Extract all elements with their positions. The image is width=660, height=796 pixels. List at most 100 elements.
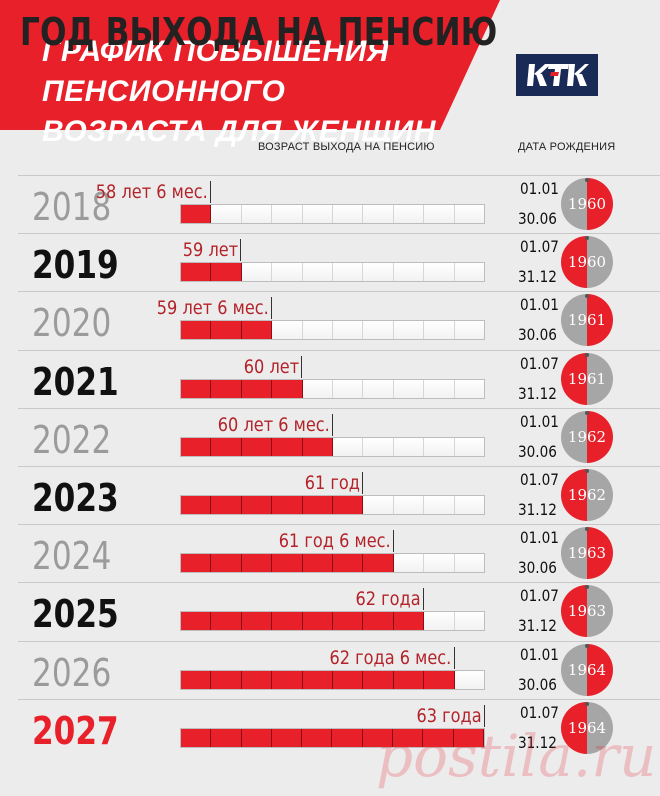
retirement-age-label: 60 лет 6 мес.: [217, 413, 330, 436]
birth-year: 1962: [567, 486, 607, 504]
bar-segment-empty: [454, 437, 485, 456]
bar-segment-empty: [424, 612, 455, 631]
bar-segment-empty: [272, 321, 303, 340]
bar-segment-empty: [424, 437, 455, 456]
birth-date-start: 01.07: [520, 353, 559, 373]
age-progress-bar: [180, 669, 485, 690]
row-divider: [18, 582, 660, 584]
birth-year-circle: 1963: [561, 585, 613, 638]
age-progress-bar: [180, 727, 485, 748]
circle-dot: [585, 410, 589, 415]
bar-segment-filled: [241, 321, 273, 340]
bar-segment-filled: [393, 612, 425, 631]
age-marker-tick: [484, 704, 485, 727]
circle-left-half: [561, 410, 587, 463]
circle-dot: [585, 236, 589, 241]
retirement-year: 2022: [32, 417, 112, 462]
age-progress-bar: [180, 553, 485, 574]
circle-dot: [585, 469, 589, 473]
retirement-year: 2025: [32, 592, 119, 637]
age-marker-tick: [301, 355, 302, 378]
retirement-row: 2022 60 лет 6 мес. 01.01 30.06 1962: [0, 407, 660, 466]
bar-segment-empty: [393, 554, 425, 573]
retirement-age-label: 59 лет 6 мес.: [156, 297, 269, 320]
retirement-row: 2023 61 год 01.07 31.12 1962: [0, 466, 660, 524]
birth-year-circle: 1960: [561, 178, 613, 230]
bar-segment-empty: [333, 437, 364, 456]
bar-segment-empty: [333, 379, 364, 398]
birth-date-end: 30.06: [518, 674, 557, 694]
circle-right-half: [587, 236, 613, 289]
bar-segment-filled: [241, 554, 273, 573]
retirement-age-label: 61 год 6 мес.: [278, 530, 391, 553]
bar-segment-filled: [393, 728, 424, 747]
bar-segment-filled: [393, 670, 425, 689]
birth-year-circle: 1961: [561, 294, 613, 347]
circle-left-half: [561, 527, 587, 580]
bar-segment-empty: [454, 321, 485, 340]
bar-segment-filled: [211, 321, 242, 340]
retirement-row: 2026 62 года 6 мес. 01.01 30.06 1964: [0, 640, 660, 699]
age-progress-bar: [180, 320, 485, 341]
bar-segment-filled: [302, 728, 333, 747]
bar-segment-filled: [424, 670, 455, 689]
bar-segment-empty: [302, 263, 334, 282]
circle-right-half: [587, 294, 613, 347]
bar-segment-empty: [363, 263, 394, 282]
age-progress-bar: [180, 495, 485, 515]
birth-year: 1962: [567, 427, 607, 446]
retirement-age-label: 61 год: [304, 472, 360, 494]
retirement-year: 2026: [32, 650, 112, 695]
retirement-row: 2018 58 лет 6 мес. 01.01 30.06 1960: [0, 175, 660, 233]
birth-year: 1960: [567, 253, 607, 272]
bar-segment-filled: [181, 379, 212, 398]
age-marker-tick: [453, 646, 455, 669]
circle-dot: [585, 178, 589, 182]
bar-segment-empty: [424, 496, 455, 514]
birth-date-end: 31.12: [518, 500, 557, 519]
birth-year-circle: 1964: [561, 701, 613, 754]
circle-right-half: [587, 410, 613, 463]
retirement-year: 2019: [32, 243, 119, 288]
retirement-age-label: 63 года: [416, 704, 482, 727]
row-divider: [18, 349, 660, 351]
bar-segment-filled: [241, 379, 273, 398]
age-progress-bar: [180, 436, 485, 457]
birth-date-end: 31.12: [518, 732, 557, 752]
birth-date-end: 30.06: [518, 441, 557, 461]
circle-dot: [585, 701, 589, 706]
circle-left-half: [561, 294, 587, 347]
birth-year-circle: 1960: [561, 236, 613, 289]
age-marker-tick: [240, 239, 241, 262]
row-divider: [18, 291, 660, 293]
retirement-age-label: 59 лет: [182, 239, 238, 262]
bar-segment-filled: [423, 728, 454, 747]
age-marker-tick: [331, 413, 333, 436]
bar-segment-filled: [272, 379, 303, 398]
bar-segment-filled: [211, 496, 242, 514]
watermark: postila.ru: [376, 722, 657, 790]
age-marker-tick: [209, 181, 211, 203]
circle-dot: [585, 294, 589, 299]
birth-year: 1963: [567, 544, 607, 563]
circle-left-half: [561, 236, 587, 289]
bar-segment-filled: [181, 496, 212, 514]
retirement-row: 2024 61 год 6 мес. 01.01 30.06 1963: [0, 524, 660, 582]
bar-segment-filled: [453, 728, 484, 747]
birth-date-start: 01.07: [520, 702, 559, 722]
column-header-year: ГОД ВЫХОДА НА ПЕНСИЮ: [20, 10, 498, 54]
retirement-age-label: 58 лет 6 мес.: [95, 181, 208, 203]
ktk-logo-icon: [516, 54, 598, 96]
bar-segment-filled: [211, 612, 242, 631]
title-line-2: ВОЗРАСТА ДЛЯ ЖЕНЩИН: [42, 115, 436, 148]
bar-segment-filled: [211, 437, 242, 456]
birth-date-end: 30.06: [518, 558, 557, 578]
circle-dot: [585, 643, 589, 648]
circle-right-half: [587, 527, 613, 580]
row-divider: [18, 175, 660, 176]
birth-date-start: 01.07: [520, 586, 559, 606]
bar-segment-empty: [424, 554, 455, 573]
row-divider: [18, 233, 660, 235]
age-progress-bar: [180, 378, 485, 399]
bar-segment-empty: [302, 321, 334, 340]
